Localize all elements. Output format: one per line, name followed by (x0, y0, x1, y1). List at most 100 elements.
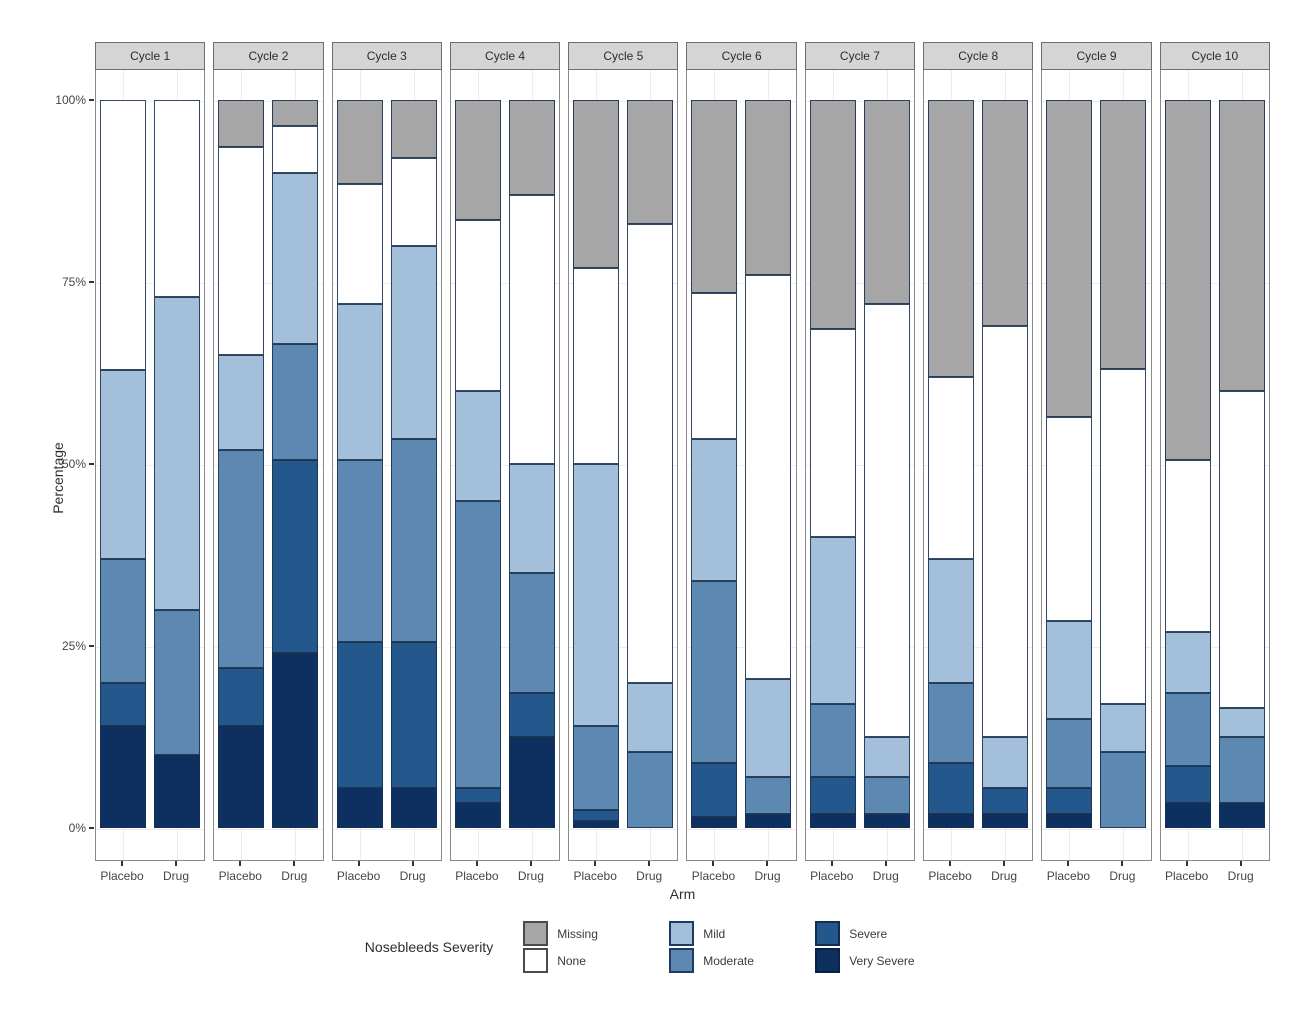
legend-label: None (557, 953, 586, 968)
h-gridline (805, 646, 915, 648)
bar-segment-mild (627, 682, 674, 752)
bar-segment-moderate (272, 344, 319, 461)
h-gridline (687, 828, 796, 830)
y-tick-mark (89, 281, 94, 283)
bar-drug (982, 100, 1029, 829)
bar-segment-mild (218, 354, 265, 450)
h-gridline (569, 100, 678, 102)
h-gridline (1160, 282, 1269, 284)
bar-segment-mild (982, 737, 1029, 789)
bar-segment-none (508, 194, 555, 465)
bar-segment-severe (1164, 766, 1211, 803)
h-gridline (805, 100, 915, 102)
bar-segment-very-severe (1164, 802, 1211, 829)
legend-swatch-missing-icon (523, 921, 549, 946)
x-axis-row: Placebo Drug (568, 861, 678, 887)
x-tick-label: Drug (517, 869, 544, 884)
x-tick-label: Drug (991, 869, 1018, 884)
x-tick-label: Drug (281, 869, 308, 884)
x-tick-mark (1239, 861, 1242, 867)
legend-label: Mild (703, 926, 726, 941)
h-gridline (805, 282, 915, 284)
bar-drug (390, 100, 437, 829)
x-axis-row: Placebo Drug (213, 861, 323, 887)
bar-segment-mild (272, 172, 319, 344)
h-gridline (569, 464, 678, 466)
facet-panel (686, 69, 797, 862)
bar-segment-missing (745, 100, 792, 275)
facet-panel (1041, 69, 1152, 862)
bar-segment-severe (573, 809, 620, 821)
bar-segment-very-severe (154, 755, 200, 829)
x-tick-label: Drug (162, 869, 190, 884)
bar-placebo (691, 100, 738, 829)
x-tick-label: Drug (754, 869, 781, 884)
y-tick-label: 100% (55, 93, 86, 107)
bar-segment-none (1046, 416, 1093, 621)
bar-segment-mild (1164, 631, 1211, 694)
y-axis-title: Percentage (49, 442, 66, 514)
x-tick-label: Placebo (336, 869, 381, 884)
bar-segment-mild (508, 464, 555, 574)
h-gridline (687, 100, 796, 102)
y-tick-label: 25% (61, 639, 86, 653)
bar-segment-very-severe (272, 653, 319, 829)
legend-label: Very Severe (849, 953, 915, 968)
h-gridline (924, 100, 1033, 102)
h-gridline (569, 646, 678, 648)
bar-segment-mild (100, 369, 146, 559)
facet-strip: Cycle 4 (449, 42, 561, 70)
h-gridline (450, 464, 560, 466)
x-axis-row: Placebo Drug (450, 861, 560, 887)
bar-segment-missing (928, 100, 975, 377)
bar-drug (272, 100, 319, 829)
facet-strip: Cycle 7 (804, 42, 916, 70)
y-tick-mark (89, 99, 94, 101)
bar-segment-mild (928, 558, 975, 683)
x-tick-label: Placebo (218, 869, 262, 884)
legend-entry-missing: Missing (523, 920, 643, 947)
facet-strip-label: Cycle 3 (366, 48, 407, 63)
x-tick-label: Drug (399, 869, 426, 884)
bar-segment-severe (809, 777, 856, 814)
bar-segment-none (1100, 369, 1147, 705)
bar-segment-missing (627, 100, 674, 224)
bar-segment-none (100, 100, 146, 370)
h-gridline (96, 100, 205, 102)
h-gridline (924, 646, 1033, 648)
bar-placebo (573, 100, 620, 829)
bar-segment-none (154, 100, 200, 297)
y-tick-label: 0% (68, 821, 86, 835)
x-tick-mark (411, 861, 414, 867)
facet-6: Cycle 6 Placebo Drug (686, 42, 797, 887)
y-tick-mark (89, 645, 94, 647)
bar-segment-none (691, 293, 738, 439)
bar-segment-moderate (218, 449, 265, 668)
facet-1: Cycle 1 Placebo Drug (95, 42, 206, 887)
bar-segment-very-severe (745, 813, 792, 829)
facet-strip: Cycle 3 (331, 42, 442, 70)
h-gridline (1042, 464, 1151, 466)
x-tick-label: Placebo (573, 869, 617, 884)
bar-segment-moderate (454, 500, 501, 789)
bar-segment-none (272, 125, 319, 173)
bar-segment-none (336, 183, 383, 304)
y-tick-label: 75% (61, 275, 86, 289)
h-gridline (569, 828, 678, 830)
bar-segment-severe (508, 693, 555, 738)
x-tick-label: Placebo (928, 869, 972, 884)
legend-swatch-none-icon (523, 948, 549, 973)
bar-drug (627, 100, 674, 829)
bar-segment-very-severe (1218, 802, 1265, 829)
x-tick-label: Drug (1227, 869, 1254, 884)
facet-panel (213, 69, 324, 862)
x-tick-mark (1121, 861, 1124, 867)
bar-segment-moderate (336, 460, 383, 643)
bar-segment-missing (218, 100, 265, 148)
bar-segment-mild (336, 303, 383, 461)
h-gridline (805, 828, 915, 830)
x-tick-mark (475, 861, 478, 867)
facet-panel (95, 69, 206, 862)
bar-segment-severe (390, 642, 437, 789)
bar-drug (154, 100, 200, 829)
